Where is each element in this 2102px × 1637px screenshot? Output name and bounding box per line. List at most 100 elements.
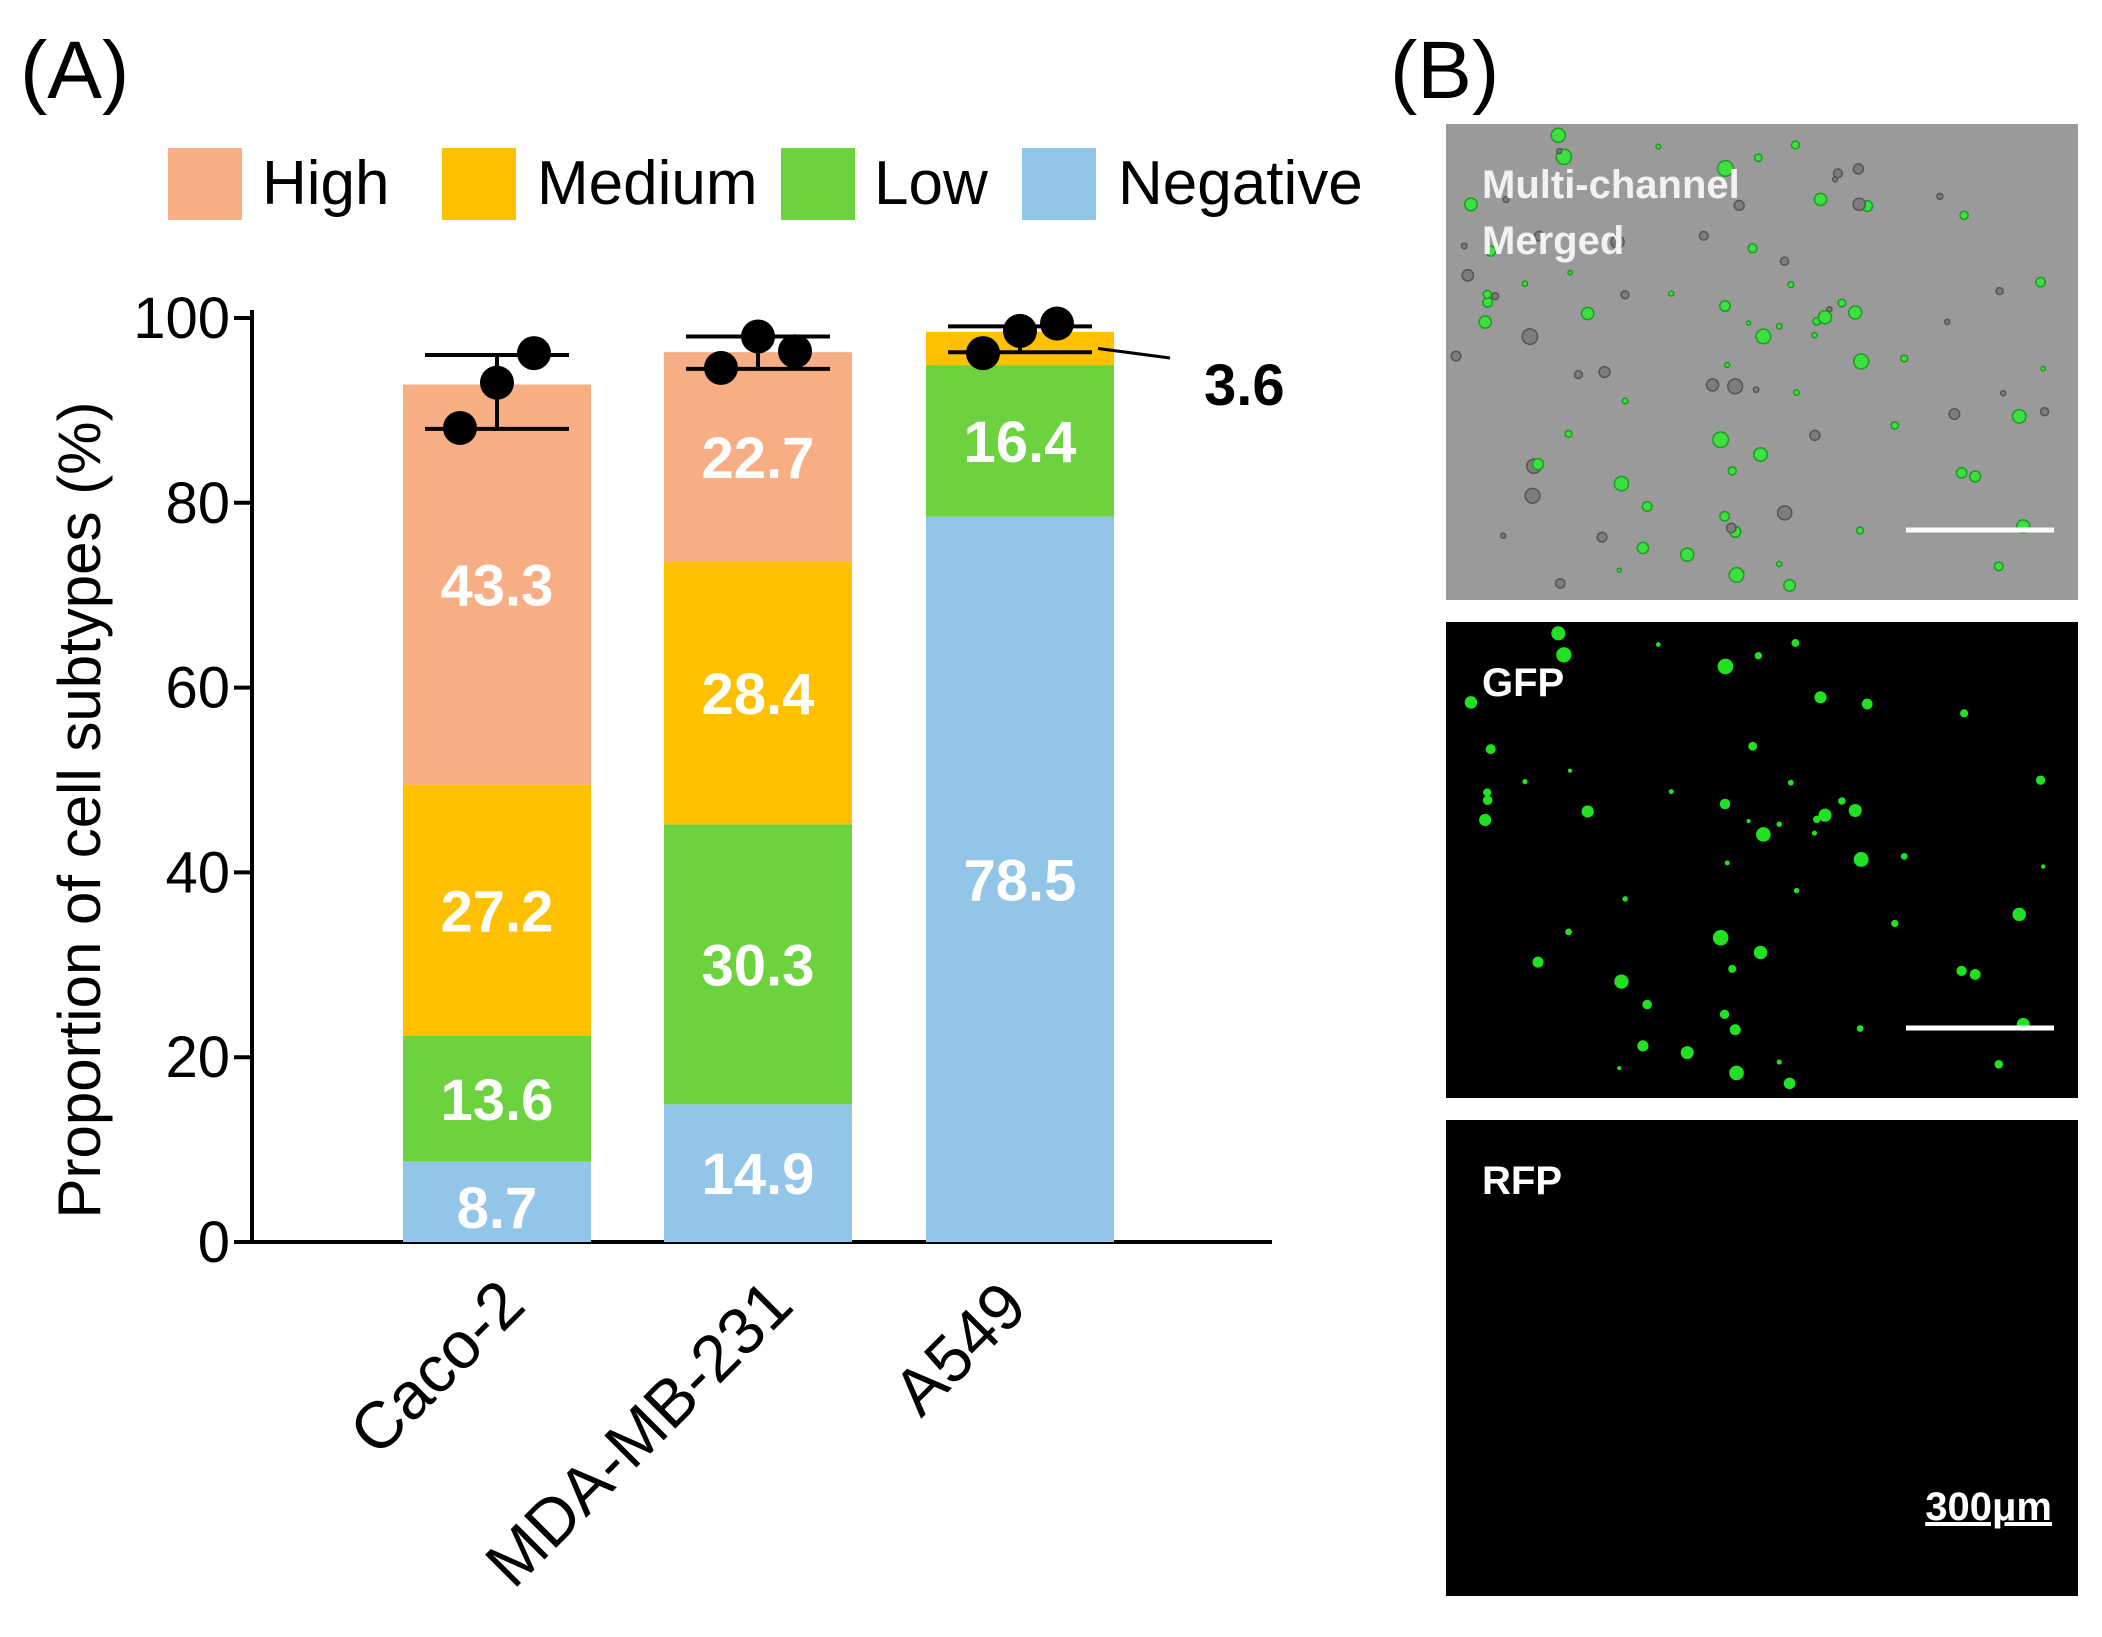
y-axis-title: Proportion of cell subtypes (%): [46, 401, 113, 1218]
cell-merged-34: [1745, 320, 1752, 326]
cell-gfp-76: [1483, 788, 1492, 797]
cell-merged-67: [2011, 408, 2027, 424]
micrograph-rfp: [1446, 1120, 2078, 1596]
cell-merged-18: [1613, 475, 1630, 492]
cell-merged-85: [1969, 470, 1982, 483]
data-label-mda-mb-231-medium: 28.4: [702, 662, 815, 727]
cell-merged-25: [1524, 487, 1541, 504]
panel-a-label: (A): [20, 25, 129, 116]
cell-gfp-48: [1482, 795, 1493, 806]
data-label-mda-mb-231-high: 22.7: [702, 426, 815, 491]
bar-caco-2-negative: [403, 1161, 591, 1242]
cell-merged-37: [1499, 532, 1507, 540]
cell-gfp-43: [1753, 945, 1768, 960]
cell-merged-13: [1533, 230, 1545, 242]
cell-merged-17: [1610, 234, 1625, 250]
legend-swatch-low: [781, 148, 855, 220]
cell-merged-83: [1712, 431, 1730, 449]
cell-merged-44: [1783, 578, 1797, 592]
cell-merged-55: [1999, 389, 2007, 397]
cell-merged-26: [1463, 197, 1478, 212]
cell-merged-80: [1809, 429, 1821, 442]
replicate-point-a549-1: [966, 336, 1000, 371]
cell-merged-92: [1502, 195, 1510, 204]
cell-gfp-38: [1567, 768, 1573, 773]
cell-merged-77: [1948, 408, 1961, 421]
chart-error-bars: [425, 306, 1092, 445]
micrograph-label-gfp: GFP: [1482, 661, 1564, 705]
cell-gfp-9: [1787, 779, 1794, 786]
panel-b-label: (B): [1390, 25, 1499, 116]
micrograph-gfp: [1446, 622, 2078, 1098]
cell-merged-73: [1679, 547, 1695, 562]
cell-merged-6: [1521, 328, 1539, 346]
cell-merged-7: [1705, 378, 1720, 392]
cell-gfp-10: [1668, 789, 1674, 795]
cell-merged-23: [1811, 331, 1818, 339]
cell-merged-57: [1655, 143, 1662, 150]
cell-merged-1: [1724, 361, 1731, 369]
cell-merged-46: [1847, 305, 1863, 320]
cell-gfp-62: [1900, 853, 1908, 860]
cell-gfp-73: [1680, 1046, 1694, 1060]
cell-merged-8: [1554, 578, 1566, 589]
cell-gfp-88: [1814, 691, 1827, 704]
legend-swatch-medium: [442, 148, 516, 220]
cell-merged-45: [1716, 159, 1735, 177]
cell-merged-41: [1852, 353, 1870, 370]
cell-merged-35: [1727, 466, 1738, 476]
replicate-point-caco-2-3: [517, 336, 551, 371]
cell-merged-63: [1993, 561, 2004, 572]
cell-gfp-68: [1622, 896, 1628, 902]
cell-merged-93: [1521, 280, 1529, 287]
cell-gfp-70: [1793, 887, 1800, 894]
data-label-a549-low: 16.4: [964, 410, 1077, 475]
cell-merged-3: [1852, 163, 1865, 175]
bar-caco-2-low: [403, 1035, 591, 1162]
cell-gfp-84: [1551, 626, 1566, 641]
data-label-mda-mb-231-negative: 14.9: [702, 1142, 815, 1207]
cell-merged-86: [1461, 268, 1475, 282]
cell-merged-79: [1598, 365, 1611, 379]
cell-gfp-71: [1956, 965, 1967, 977]
cell-merged-43: [1753, 446, 1769, 462]
cell-merged-90: [1485, 245, 1497, 257]
cell-merged-10: [1668, 290, 1675, 297]
cell-merged-91: [1775, 560, 1783, 568]
cell-merged-36: [1890, 421, 1900, 430]
cell-merged-61: [1779, 256, 1790, 267]
legend-label-low: Low: [874, 149, 988, 218]
cell-gfp-90: [1485, 744, 1496, 755]
cell-gfp-85: [1969, 969, 1981, 980]
bar-a549-low: [926, 365, 1114, 517]
cell-merged-9: [1787, 280, 1795, 289]
replicate-point-mda-mb-231-2: [741, 319, 775, 354]
cell-merged-76: [1482, 289, 1493, 300]
replicate-point-mda-mb-231-3: [778, 334, 812, 369]
cell-merged-53: [1636, 541, 1650, 555]
cell-merged-82: [1831, 176, 1839, 183]
cell-gfp-91: [1776, 1059, 1782, 1065]
micrograph-merged: [1446, 124, 2078, 600]
bar-a549-negative: [926, 516, 1114, 1242]
cell-gfp-65: [1532, 956, 1544, 968]
chart-bars: 8.7 13.6 27.2 43.3 14.9 30.3 28.4 22.7 78.5 16.4 3…: [403, 331, 1285, 1242]
data-label-caco-2-low: 13.6: [441, 1068, 554, 1133]
cell-merged-52: [1564, 429, 1573, 438]
cell-merged-27: [1855, 526, 1865, 535]
cell-gfp-44: [1783, 1077, 1796, 1090]
cell-gfp-87: [1838, 797, 1846, 805]
micrograph-label-rfp: RFP: [1482, 1159, 1562, 1203]
bar-mda-mb-231-low: [664, 824, 852, 1105]
category-label-a549: A549: [879, 1268, 1040, 1429]
cell-merged-72: [1826, 305, 1833, 313]
cell-gfp-52: [1565, 928, 1572, 936]
cell-merged-70: [1793, 389, 1801, 397]
cell-gfp-93: [1522, 779, 1528, 785]
cell-merged-71: [1955, 466, 1968, 479]
y-tick-label-100: 100: [133, 286, 230, 351]
micrograph-label-merged-line2: Merged: [1482, 219, 1624, 263]
cell-merged-40: [1775, 322, 1783, 330]
cell-gfp-5: [1556, 647, 1572, 663]
